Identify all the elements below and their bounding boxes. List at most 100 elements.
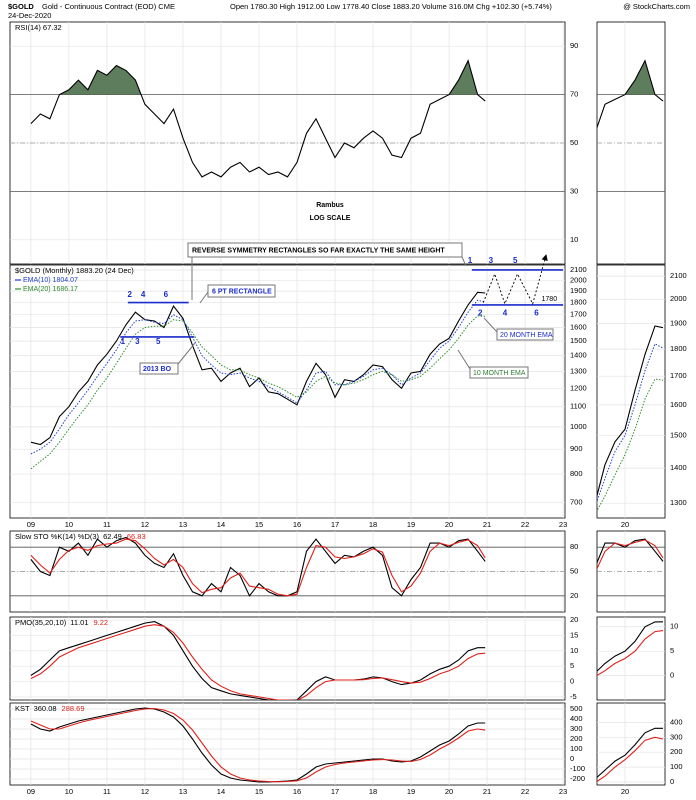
x-tick-label: 17 (331, 787, 339, 796)
panel-frame (596, 264, 666, 519)
y-tick-label: 1700 (670, 371, 687, 380)
pivot-label: 5 (513, 256, 518, 265)
y-tick-label: 1400 (570, 351, 587, 360)
y-tick-label: 15 (570, 630, 578, 639)
y-tick-label: 1700 (570, 310, 587, 319)
y-tick-label: 1900 (670, 319, 687, 328)
x-tick-label: 19 (407, 787, 415, 796)
x-tick-label: 23 (559, 787, 567, 796)
panel-plot (10, 617, 565, 700)
x-tick-label: 20 (445, 520, 453, 529)
y-tick-label: 50 (570, 566, 578, 575)
callout-text: 2013 BO (143, 366, 172, 373)
y-tick-label: -5 (570, 692, 577, 701)
legend-entry: EMA(10) 1804.07 (23, 277, 78, 284)
callout-text: 6 PT RECTANGLE (212, 288, 272, 295)
panel-plot (10, 22, 565, 264)
pivot-label: 6 (164, 290, 169, 299)
y-tick-label: 1600 (570, 322, 587, 331)
callout-text: REVERSE SYMMETRY RECTANGLES SO FAR EXACT… (192, 247, 445, 254)
pivot-label: 5 (156, 337, 161, 346)
callout-line (177, 342, 196, 365)
panel-plot (10, 531, 565, 612)
pivot-label: 3 (489, 256, 494, 265)
x-tick-label: 20 (445, 787, 453, 796)
y-tick-label: 2100 (670, 271, 687, 280)
y-tick-label: 1200 (570, 383, 587, 392)
x-tick-label: 14 (217, 520, 225, 529)
y-tick-label: 400 (670, 717, 683, 726)
projection-path (482, 254, 548, 306)
overbought-fill (59, 60, 478, 95)
panel-frame (9, 616, 566, 701)
x-tick-label: 12 (141, 520, 149, 529)
source: @ StockCharts.com (623, 2, 690, 11)
x-tick-label: 09 (27, 787, 35, 796)
x-tick-label: 10 (65, 520, 73, 529)
callout-box (139, 362, 179, 375)
y-tick-label: 1300 (670, 498, 687, 507)
y-tick-label: 1300 (570, 366, 587, 375)
x-tick-label: 13 (179, 787, 187, 796)
pivot-label: 2 (128, 290, 133, 299)
legend-entry: 62.49 (103, 532, 122, 541)
y-tick-label: 100 (570, 744, 583, 753)
callout-line (483, 317, 498, 333)
y-tick-label: -200 (570, 774, 585, 783)
series-line (30, 538, 486, 597)
legend-entry: EMA(20) 1686.17 (23, 286, 78, 293)
y-tick-label: 10 (570, 646, 578, 655)
x-tick-label: 16 (293, 520, 301, 529)
callout-box (207, 284, 276, 298)
x-tick-label: 16 (293, 787, 301, 796)
panel-plot (10, 703, 565, 785)
y-tick-label: 20 (570, 615, 578, 624)
y-tick-label: -100 (570, 764, 585, 773)
y-tick-label: 1000 (570, 422, 587, 431)
x-tick-label: 21 (483, 520, 491, 529)
y-tick-label: 1500 (570, 336, 587, 345)
series-line (30, 299, 486, 455)
x-tick-label: 22 (521, 520, 529, 529)
pivot-label: 3 (135, 337, 140, 346)
callout-text: 10 MONTH EMA (473, 370, 526, 377)
pivot-label: 6 (534, 308, 539, 317)
y-tick-label: 5 (570, 661, 574, 670)
y-tick-label: 1400 (670, 463, 687, 472)
author-note: Rambus (316, 202, 344, 209)
pivot-label: 4 (141, 290, 146, 299)
y-tick-label: 2000 (670, 294, 687, 303)
x-tick-label: 23 (559, 520, 567, 529)
series-line (30, 624, 486, 700)
panel-label: RSI(14) 67.32 (15, 23, 62, 32)
instrument-name: Gold - Continuous Contract (EOD) CME (42, 2, 175, 11)
legend-entry: 360.08 (34, 704, 57, 713)
x-tick-label: 14 (217, 787, 225, 796)
series-line (30, 536, 486, 597)
x-tick-label: 15 (255, 787, 263, 796)
pivot-label: 1 (121, 337, 126, 346)
y-tick-label: 5 (670, 646, 674, 655)
x-tick-label: 21 (483, 787, 491, 796)
y-tick-label: 100 (670, 762, 683, 771)
y-tick-label: 2000 (570, 275, 587, 284)
y-tick-label: 200 (570, 734, 583, 743)
series-line (30, 59, 486, 178)
y-tick-label: 300 (670, 732, 683, 741)
y-tick-label: 800 (570, 469, 583, 478)
x-tick-label: 19 (407, 520, 415, 529)
callout-text: 20 MONTH EMA (500, 332, 553, 339)
y-tick-label: 400 (570, 714, 583, 723)
legend-entry: 11.01 (70, 618, 88, 627)
pivot-label: 1 (468, 256, 473, 265)
y-tick-label: 1800 (670, 344, 687, 353)
callout-box (469, 366, 529, 379)
date: 24-Dec-2020 (8, 11, 51, 20)
x-tick-label: 11 (103, 520, 111, 529)
x-tick-label: 20 (621, 520, 629, 529)
panel-frame (596, 616, 666, 701)
x-tick-label: 22 (521, 787, 529, 796)
legend-entry: 9.22 (94, 618, 109, 627)
pivot-label: 4 (503, 308, 508, 317)
pivot-label: 2 (478, 308, 483, 317)
